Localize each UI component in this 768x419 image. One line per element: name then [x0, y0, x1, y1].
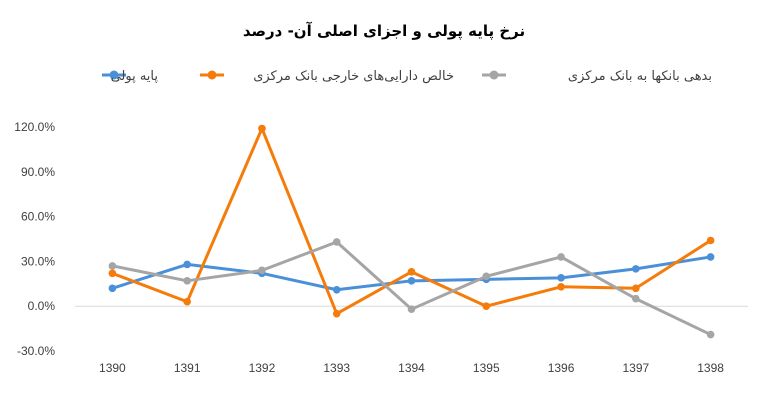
- data-point: [557, 282, 565, 291]
- x-tick-label: 1398: [697, 361, 724, 375]
- data-point: [632, 265, 640, 273]
- legend-item: بدهی بانکها به بانک مرکزی: [482, 69, 712, 84]
- data-point: [407, 305, 416, 313]
- legend-label: پایه پولی: [111, 69, 159, 84]
- data-point: [482, 272, 491, 281]
- data-point: [108, 262, 117, 270]
- data-point: [183, 260, 191, 269]
- data-point: [706, 253, 715, 261]
- legend-item: پایه پولی: [102, 69, 158, 84]
- data-point: [258, 266, 266, 275]
- data-point: [332, 309, 341, 318]
- y-tick-label: 90.0%: [21, 165, 55, 179]
- data-point: [108, 284, 117, 293]
- series-layer: [108, 124, 715, 339]
- legend: پایه پولی خالص دارایی‌های خارجی بانک مرکز…: [102, 69, 712, 84]
- data-point: [258, 124, 266, 133]
- data-point: [482, 302, 491, 311]
- legend-marker-dot: [109, 70, 119, 80]
- y-axis: -30.0% 0.0% 30.0% 60.0% 90.0% 120.0%: [14, 120, 55, 358]
- data-point: [706, 236, 715, 245]
- data-point: [557, 253, 565, 261]
- legend-label: خالص دارایی‌های خارجی بانک مرکزی: [253, 69, 454, 84]
- x-tick-label: 1392: [249, 361, 276, 375]
- data-point: [557, 274, 565, 282]
- data-point: [706, 330, 715, 339]
- x-tick-label: 1393: [323, 361, 350, 375]
- data-point: [407, 268, 416, 276]
- y-tick-label: 30.0%: [21, 254, 55, 268]
- y-tick-label: 0.0%: [28, 299, 56, 313]
- data-point: [632, 294, 640, 303]
- data-point: [108, 269, 117, 278]
- chart-title: نرخ پایه پولی و اجزای اصلی آن- درصد: [243, 22, 525, 41]
- x-tick-label: 1395: [473, 361, 500, 375]
- x-axis: 1390 1391 1392 1393 1394 1395 1396 1397 1398: [99, 361, 724, 375]
- x-tick-label: 1391: [174, 361, 201, 375]
- series-group: [108, 124, 715, 318]
- data-point: [183, 297, 191, 306]
- data-point: [332, 238, 341, 246]
- series-line: [110, 126, 713, 316]
- y-tick-label: 120.0%: [14, 120, 55, 134]
- data-point: [407, 277, 416, 285]
- x-tick-label: 1390: [99, 361, 126, 375]
- data-point: [332, 285, 341, 294]
- y-tick-label: 60.0%: [21, 210, 55, 224]
- x-tick-label: 1397: [622, 361, 649, 375]
- data-point: [183, 277, 191, 285]
- data-point: [632, 284, 640, 293]
- x-tick-label: 1396: [548, 361, 575, 375]
- x-tick-label: 1394: [398, 361, 425, 375]
- y-tick-label: -30.0%: [17, 344, 55, 358]
- legend-marker-dot: [207, 70, 217, 80]
- legend-label: بدهی بانکها به بانک مرکزی: [568, 69, 712, 84]
- legend-item: خالص دارایی‌های خارجی بانک مرکزی: [200, 69, 454, 84]
- legend-marker-dot: [489, 70, 499, 80]
- series-group: [108, 238, 715, 339]
